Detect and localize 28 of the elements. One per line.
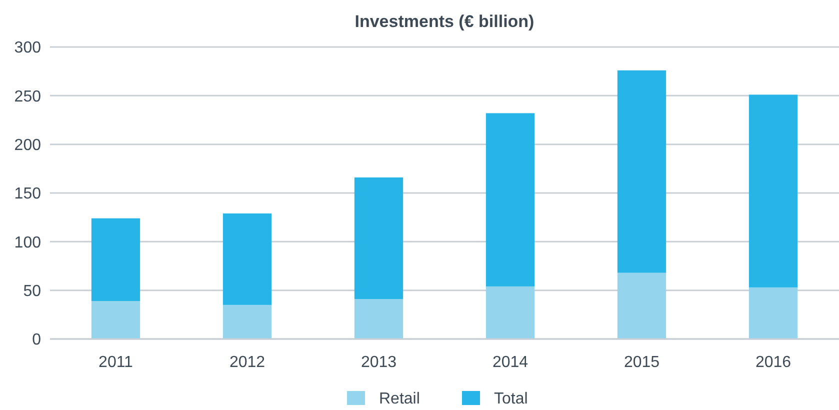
- bar: [748, 94, 798, 288]
- y-tick-label: 300: [14, 40, 42, 57]
- bar: [354, 299, 404, 339]
- x-tick-label: 2016: [755, 354, 792, 371]
- chart-title: Investments (€ billion): [354, 12, 534, 31]
- y-tick-label: 0: [32, 332, 42, 349]
- y-tick-label: 100: [14, 234, 42, 252]
- bar: [486, 286, 535, 339]
- bar: [91, 301, 140, 339]
- legend-label: Retail: [379, 390, 420, 408]
- bar: [617, 272, 666, 339]
- bar: [91, 218, 140, 302]
- x-tick-label: 2013: [360, 354, 397, 371]
- bar: [222, 213, 272, 305]
- legend-label: Total: [494, 390, 528, 408]
- y-tick-label: 200: [14, 136, 42, 154]
- bar: [617, 70, 666, 273]
- bar: [748, 287, 798, 339]
- bar: [354, 177, 404, 300]
- y-tick-label: 50: [23, 282, 42, 300]
- y-tick-label: 150: [14, 186, 42, 203]
- x-tick-label: 2012: [229, 354, 266, 371]
- y-tick-label: 250: [14, 88, 42, 106]
- bar: [222, 304, 272, 339]
- bar: [486, 113, 535, 286]
- x-tick-label: 2015: [624, 354, 660, 371]
- x-tick-label: 2011: [98, 354, 134, 371]
- x-tick-label: 2014: [492, 354, 528, 371]
